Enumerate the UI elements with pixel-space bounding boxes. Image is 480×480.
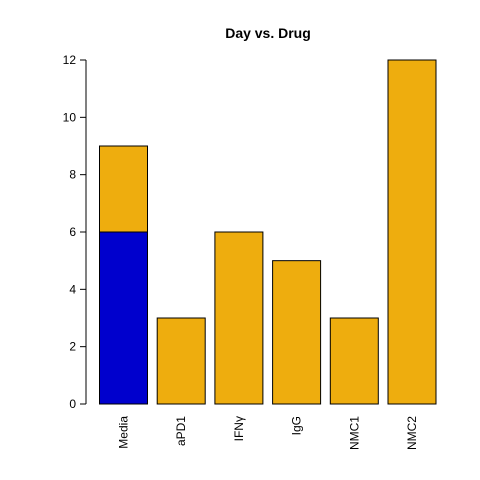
bar-media-segment-0 <box>99 231 148 405</box>
y-tick-label: 2 <box>69 340 76 354</box>
y-tick-label: 12 <box>63 53 77 67</box>
bar-nmc2-segment-1 <box>387 59 437 405</box>
x-axis-labels: Media aPD1 IFNγ IgG NMC1 NMC2 <box>117 416 420 450</box>
y-tick-label: 0 <box>69 397 76 411</box>
x-tick-label: NMC2 <box>405 416 419 450</box>
bar-igg-segment-1 <box>272 260 322 405</box>
x-tick-label: IgG <box>290 416 304 435</box>
bar-apd1-segment-1 <box>156 317 206 405</box>
y-tick-label: 4 <box>69 282 76 296</box>
y-axis: 0 2 4 6 8 10 12 <box>63 53 87 411</box>
bars <box>99 59 437 405</box>
x-tick-label: Media <box>117 416 131 449</box>
y-tick-label: 6 <box>69 225 76 239</box>
x-tick-label: aPD1 <box>174 416 188 446</box>
bar-nmc1-segment-1 <box>329 317 379 405</box>
y-tick-label: 8 <box>69 168 76 182</box>
x-tick-label: IFNγ <box>232 416 246 441</box>
bar-media-segment-1 <box>99 145 148 233</box>
bar-ifn-segment-1 <box>214 231 264 405</box>
y-tick-label: 10 <box>63 110 77 124</box>
chart-title: Day vs. Drug <box>225 25 311 41</box>
x-tick-label: NMC1 <box>347 416 361 450</box>
